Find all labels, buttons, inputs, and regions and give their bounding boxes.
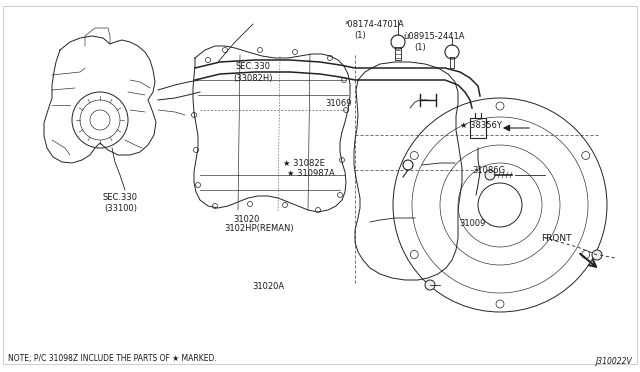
Bar — [470, 118, 486, 138]
Circle shape — [212, 203, 218, 208]
Circle shape — [191, 112, 196, 118]
Text: ★ 38356Y: ★ 38356Y — [460, 121, 501, 130]
Circle shape — [410, 151, 419, 160]
Text: NOTE; P/C 31098Z INCLUDE THE PARTS OF ★ MARKED.: NOTE; P/C 31098Z INCLUDE THE PARTS OF ★ … — [8, 353, 217, 362]
Circle shape — [485, 170, 495, 180]
Circle shape — [496, 102, 504, 110]
Text: FRONT: FRONT — [541, 234, 572, 243]
Text: 31069: 31069 — [325, 99, 351, 108]
Text: 31020A: 31020A — [252, 282, 284, 291]
Circle shape — [248, 202, 253, 206]
Text: ★ 31082E: ★ 31082E — [283, 159, 324, 168]
Circle shape — [328, 55, 333, 61]
Text: J310022V: J310022V — [595, 357, 632, 366]
Circle shape — [496, 300, 504, 308]
Text: ù08915-2441A: ù08915-2441A — [403, 32, 465, 41]
Text: (33082H): (33082H) — [233, 74, 273, 83]
Text: ★ 310987A: ★ 310987A — [287, 169, 335, 177]
Text: SEC.330: SEC.330 — [236, 62, 270, 71]
Circle shape — [193, 148, 198, 153]
Circle shape — [592, 250, 602, 260]
Circle shape — [292, 49, 298, 55]
Circle shape — [282, 202, 287, 208]
Text: 31020: 31020 — [234, 215, 260, 224]
Circle shape — [582, 151, 589, 160]
Text: (1): (1) — [415, 43, 426, 52]
Circle shape — [342, 77, 346, 83]
Circle shape — [257, 48, 262, 52]
Circle shape — [195, 183, 200, 187]
Text: 31086G: 31086G — [472, 166, 506, 175]
Circle shape — [316, 208, 321, 212]
Text: 3102HP(REMAN): 3102HP(REMAN) — [224, 224, 294, 233]
Text: ³08174-4701A: ³08174-4701A — [344, 20, 404, 29]
Text: SEC.330: SEC.330 — [103, 193, 138, 202]
Circle shape — [410, 250, 419, 259]
Circle shape — [425, 280, 435, 290]
Circle shape — [205, 58, 211, 62]
Text: 31009: 31009 — [460, 219, 486, 228]
Circle shape — [339, 157, 344, 163]
Circle shape — [344, 108, 349, 112]
Text: (33100): (33100) — [104, 204, 137, 213]
Circle shape — [223, 48, 227, 52]
Circle shape — [337, 192, 342, 198]
Circle shape — [582, 250, 589, 259]
Text: (1): (1) — [354, 31, 365, 40]
